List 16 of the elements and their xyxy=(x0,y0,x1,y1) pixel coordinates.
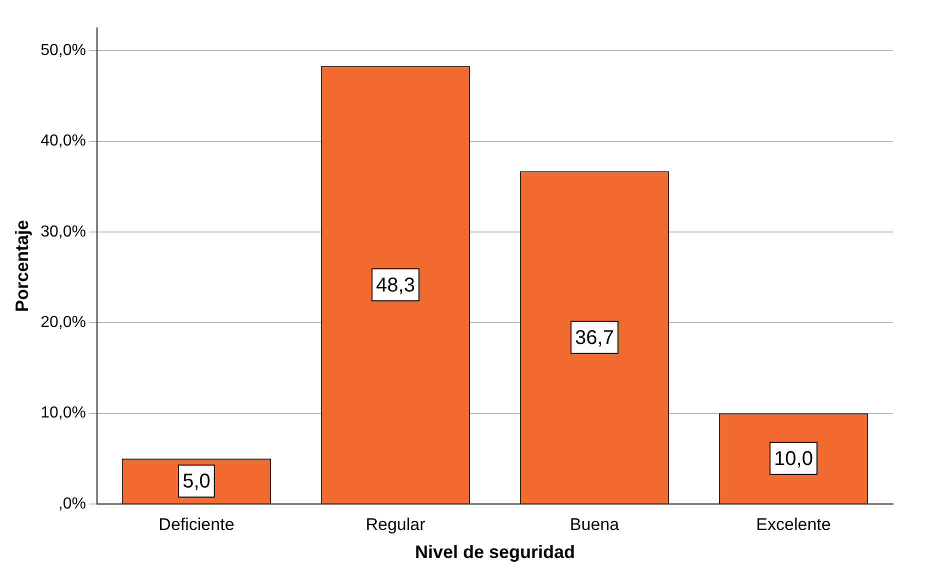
y-tick-label: 30,0% xyxy=(40,223,86,240)
x-tick-label: Deficiente xyxy=(158,514,234,534)
x-tick-label: Excelente xyxy=(756,514,831,534)
data-label: 36,7 xyxy=(575,326,614,349)
data-label: 48,3 xyxy=(376,274,415,296)
x-tick-label: Buena xyxy=(570,514,620,534)
data-label: 5,0 xyxy=(182,470,210,493)
y-tick-label: 20,0% xyxy=(40,314,86,332)
y-tick-label: ,0% xyxy=(58,495,86,512)
y-tick-label: 10,0% xyxy=(40,404,86,422)
y-tick-label: 50,0% xyxy=(40,42,86,60)
y-tick-label: 40,0% xyxy=(40,132,86,150)
data-label: 10,0 xyxy=(774,448,813,470)
x-axis-title: Nivel de seguridad xyxy=(414,542,576,562)
y-axis-title: Porcentaje xyxy=(12,220,32,312)
x-tick-label: Regular xyxy=(366,514,426,534)
